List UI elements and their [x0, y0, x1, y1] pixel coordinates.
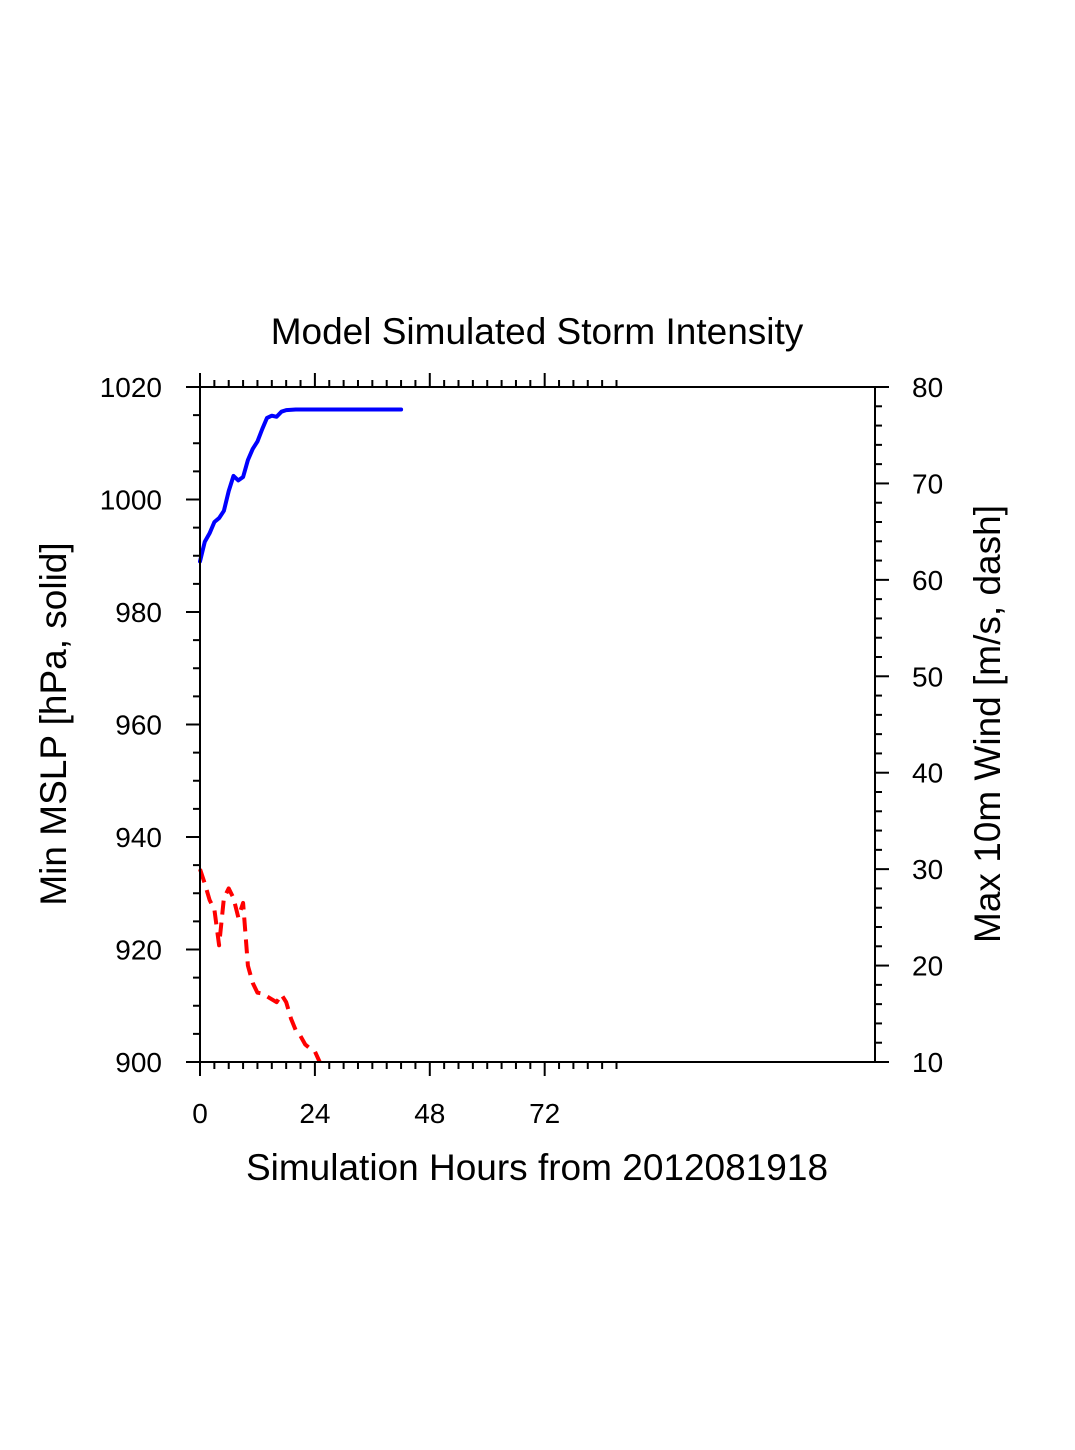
y2-tick-label: 20	[912, 951, 943, 982]
plot-frame	[199, 386, 876, 1063]
y-tick-label: 900	[115, 1047, 162, 1078]
y-tick-label: 980	[115, 597, 162, 628]
y2-axis-title: Max 10m Wind [m/s, dash]	[967, 505, 1008, 943]
y2-tick-label: 80	[912, 372, 943, 403]
x-tick-label: 72	[529, 1098, 560, 1129]
y-axis-title: Min MSLP [hPa, solid]	[33, 542, 74, 905]
x-axis-title: Simulation Hours from 2012081918	[246, 1147, 828, 1188]
y2-tick-label: 60	[912, 565, 943, 596]
y2-tick-label: 50	[912, 661, 943, 692]
y-tick-label: 940	[115, 822, 162, 853]
x-tick-label: 24	[299, 1098, 330, 1129]
x-tick-label: 48	[414, 1098, 445, 1129]
chart-title: Model Simulated Storm Intensity	[271, 311, 804, 352]
y2-tick-label: 40	[912, 758, 943, 789]
labels-layer: 0 24 48 72900920940960980100010201020304050…	[100, 372, 943, 1129]
y-tick-label: 1000	[100, 485, 162, 516]
series-layer	[198, 407, 404, 1063]
y2-tick-label: 10	[912, 1047, 943, 1078]
y-tick-label: 1020	[100, 372, 162, 403]
max-wind-line	[198, 868, 322, 1063]
x-tick-label: 0	[192, 1098, 208, 1129]
y-tick-label: 920	[115, 935, 162, 966]
ticks-layer	[186, 373, 889, 1076]
y-tick-label: 960	[115, 710, 162, 741]
y2-tick-label: 70	[912, 468, 943, 499]
min-mslp-line	[198, 407, 404, 564]
y2-tick-label: 30	[912, 854, 943, 885]
